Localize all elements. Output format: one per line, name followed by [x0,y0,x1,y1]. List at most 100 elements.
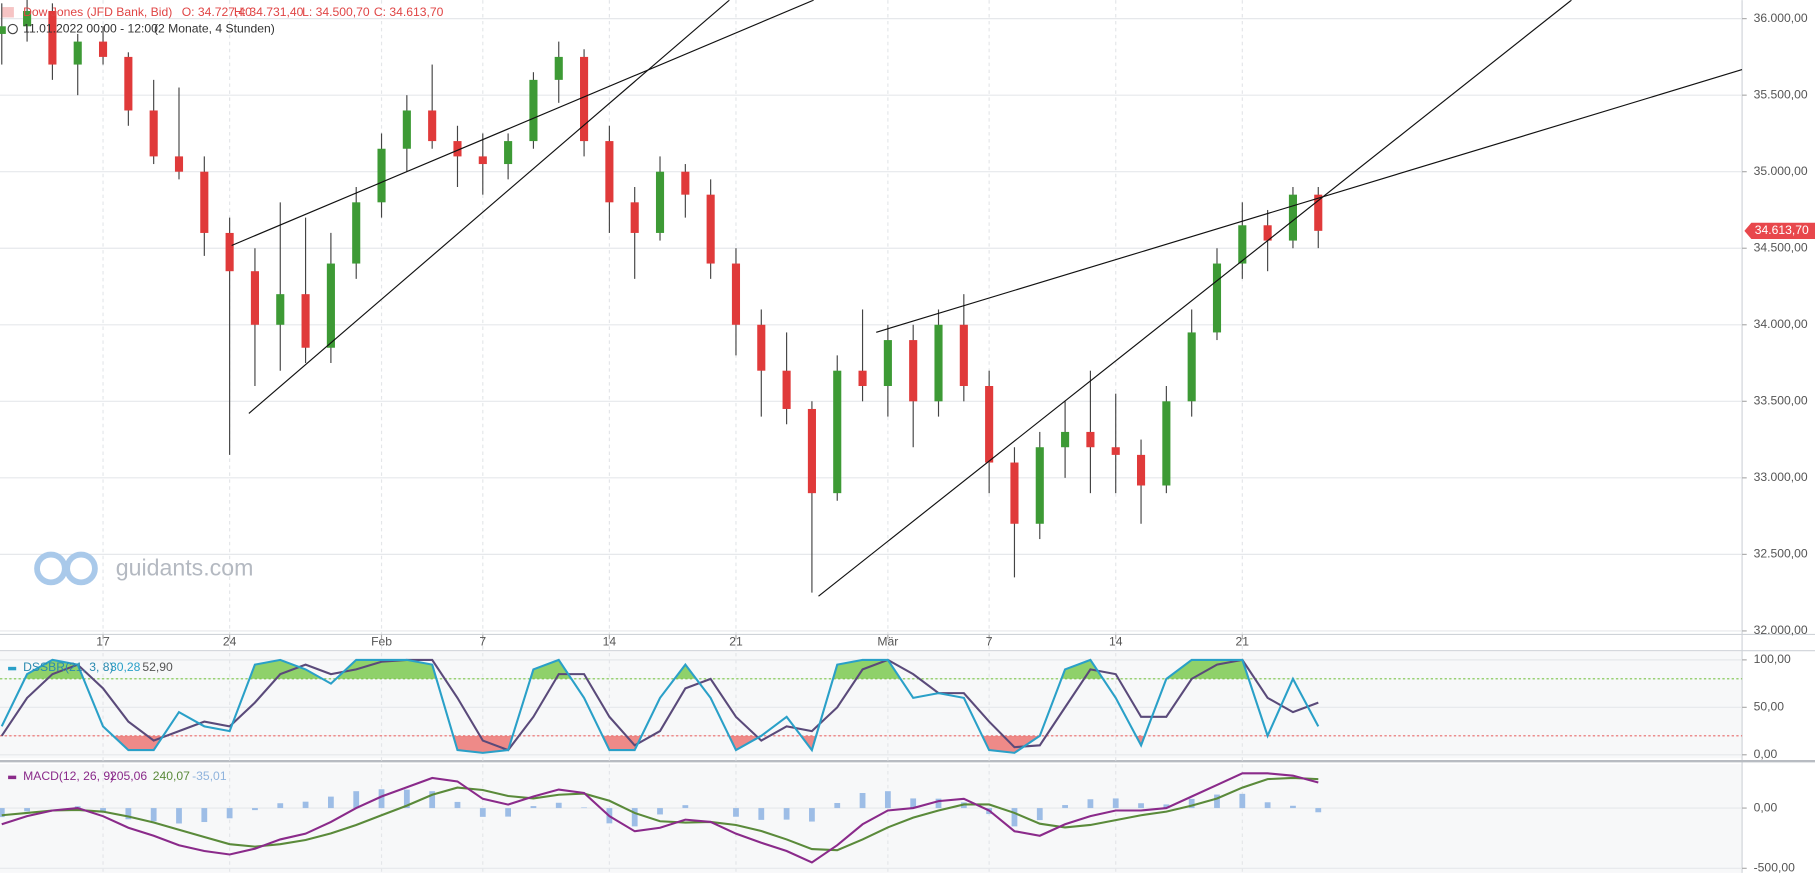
histogram-bar [910,798,917,809]
candle-body [554,56,563,80]
candle-body [630,202,639,233]
x-tick-label: Feb [371,635,392,649]
candle-body [326,263,335,348]
candle-body [149,110,158,157]
histogram-bar [454,801,461,809]
candle-body [48,10,57,65]
candle-body [1086,431,1095,448]
candle-body [352,202,361,264]
clock-icon [7,23,18,35]
candle-body [731,263,741,325]
x-tick-label: 14 [603,635,617,649]
logo [34,551,68,586]
histogram-bar [403,789,410,809]
candle-body [1111,447,1120,455]
histogram-bar [809,808,815,822]
histogram-bar [1138,803,1144,809]
histogram-bar [302,801,309,809]
candle-body [402,110,411,149]
indicator-line [1,772,1319,864]
histogram-bar [859,792,866,809]
candle-body [428,110,437,142]
histogram-bar [1011,808,1018,827]
histogram-bar [935,798,942,809]
candle-body [706,194,715,264]
x-tick-label: 21 [729,635,743,649]
histogram-bar [353,791,360,809]
trendline [248,0,730,414]
histogram-bar [1214,794,1220,809]
histogram-bar [505,808,512,817]
candle-body [174,156,184,172]
histogram-bar [884,791,891,809]
y-tick-label: 32.500,00 [1754,547,1808,561]
candle-body [276,294,285,325]
indicator-value: 30,28 [110,660,141,674]
x-tick-label: 17 [96,635,110,649]
y-tick-label: 36.000,00 [1754,11,1808,25]
watermark: guidants.com [34,551,254,586]
candle-body [301,294,310,348]
candle-body [225,232,234,272]
ohlc-label: L: 34.500,70 [302,5,370,19]
watermark-text: guidants.com [116,555,254,581]
price-marker [1744,222,1815,239]
histogram-bar [555,802,562,809]
candle-body [1061,431,1070,448]
y-tick-label: 50,00 [1754,700,1785,714]
candle-body [1288,194,1298,241]
period: (2 Monate, 4 Stunden) [154,21,275,35]
y-tick-label: 0,00 [1754,800,1778,814]
x-tick-label: 14 [1109,635,1123,649]
candle-body [73,41,82,65]
candle-body [478,156,487,165]
indicator-value: 205,06 [110,769,147,783]
y-tick-label: 32.000,00 [1754,623,1808,637]
level-fill [24,659,1249,679]
candle-body [833,370,842,494]
candle-body [757,324,766,371]
icon [2,7,14,18]
candle-body [529,79,538,142]
trendline [231,0,814,247]
candle-body [858,370,867,387]
histogram-bar [530,806,537,809]
candle-body [807,408,816,494]
candle-body [655,171,665,233]
histogram-bar [479,808,486,817]
x-tick-label: 7 [986,635,993,649]
candle-body [504,141,513,165]
subtitle: 11.01.2022 00:00 - 12:00 [23,21,158,35]
histogram-bar [1188,798,1195,809]
histogram-bar [100,808,106,813]
candle-body [1263,225,1272,241]
candle-body [605,141,614,203]
histogram-bar [657,808,663,815]
histogram-bar [1087,799,1094,809]
candle-body [377,148,386,203]
candle-body [934,324,943,402]
indicator-line [1,776,1319,852]
histogram-bar [429,791,436,809]
candle-body [1136,454,1146,486]
indicator-title: MACD(12, 26, 9) [23,769,114,783]
y-tick-label: 35.000,00 [1754,164,1808,178]
histogram-bar [252,808,258,811]
histogram-bar [682,805,689,809]
histogram-bar [758,808,765,820]
x-tick-label: 7 [479,635,486,649]
candle-body [681,171,690,195]
instrument-title: Dow Jones (JFD Bank, Bid) [23,5,172,19]
candle-body [124,56,133,111]
y-tick-label: 35.500,00 [1754,87,1808,101]
trendline [876,69,1743,333]
histogram-bar [176,808,182,824]
histogram-bar [1239,793,1246,809]
histogram-bar [378,789,385,809]
histogram-bar [125,808,132,820]
price-label: 34.613,70 [1755,223,1809,237]
y-tick-label: 100,00 [1754,652,1791,666]
histogram-bar [1315,808,1322,813]
candle-body [453,141,462,157]
